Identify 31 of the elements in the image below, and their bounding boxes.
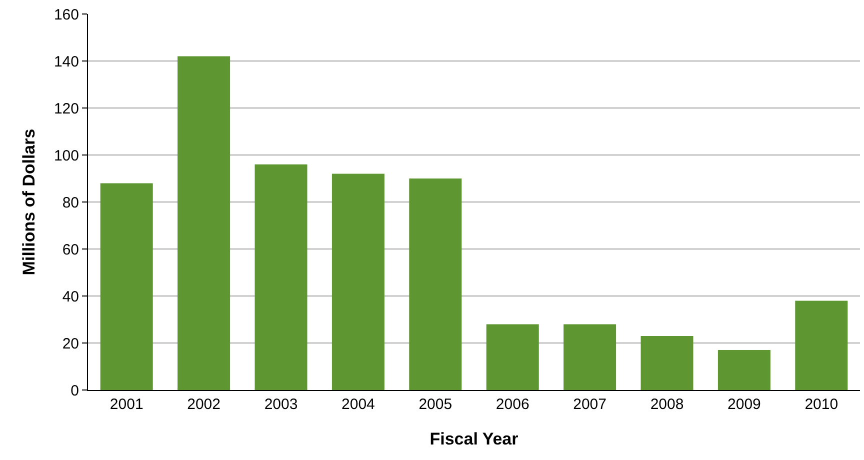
bar	[795, 300, 848, 390]
bar	[564, 324, 616, 390]
x-tick-label: 2001	[110, 396, 144, 413]
y-tick-label: 120	[54, 100, 79, 118]
y-tick-label: 100	[54, 147, 79, 164]
y-tick-label: 40	[62, 288, 79, 306]
bar	[254, 164, 308, 390]
bar	[640, 336, 694, 390]
x-tick-label: 2003	[264, 396, 298, 413]
x-tick-label: 2005	[418, 396, 452, 413]
y-axis-title: Millions of Dollars	[20, 128, 39, 276]
y-tick-label: 160	[54, 6, 79, 24]
x-tick-label: 2009	[728, 396, 761, 413]
bar	[486, 324, 539, 390]
x-axis-title: Fiscal Year	[430, 429, 519, 448]
y-tick-label: 80	[62, 194, 79, 212]
x-tick-label: 2002	[187, 396, 220, 413]
bar	[409, 178, 462, 390]
x-tick-label: 2004	[342, 396, 375, 413]
y-tick-label: 20	[62, 335, 79, 352]
y-tick-label: 0	[70, 382, 79, 400]
x-tick-label: 2010	[804, 396, 838, 413]
bar	[332, 174, 384, 390]
bar	[178, 56, 230, 390]
bar	[718, 350, 770, 390]
x-tick-label: 2007	[573, 396, 606, 413]
y-tick-label: 60	[62, 241, 79, 258]
x-tick-label: 2008	[650, 396, 684, 413]
x-tick-label: 2006	[496, 396, 530, 413]
y-tick-label: 140	[54, 53, 79, 70]
bar	[100, 183, 153, 390]
